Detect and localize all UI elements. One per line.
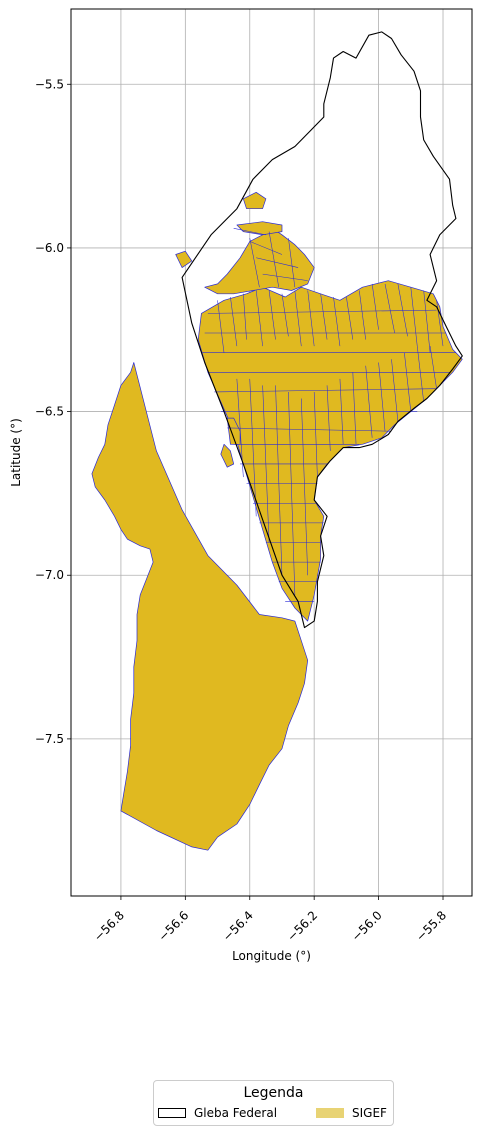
- sigef-parcel-boundary: [391, 359, 399, 422]
- sigef-parcel-boundary: [243, 293, 247, 340]
- sigef-parcel-boundary: [410, 287, 418, 347]
- sigef-parcel: [204, 227, 315, 295]
- sigef-parcel-boundary: [268, 231, 280, 288]
- sigef-parcel-boundary: [301, 398, 309, 576]
- plot-frame: [70, 8, 473, 897]
- sigef-parcel-boundary: [384, 283, 395, 334]
- sigef-parcel: [226, 417, 241, 445]
- x-tick-label: −56.6: [156, 908, 192, 944]
- sigef-parcel: [220, 443, 235, 468]
- sigef-parcel-boundary: [320, 293, 328, 340]
- sigef-parcel-boundary: [249, 241, 283, 255]
- sigef-parcel-boundary: [288, 391, 296, 595]
- sigef-parcel-boundary: [326, 385, 331, 451]
- sigef-parcel-boundary: [275, 385, 283, 576]
- y-tick-label: −6.5: [35, 405, 64, 419]
- legend-title: Legenda: [243, 1085, 304, 1101]
- sigef-parcel-boundary: [230, 296, 238, 347]
- sigef-parcel-boundary: [429, 346, 437, 389]
- sigef-parcel: [91, 362, 309, 851]
- sigef-parcel: [197, 280, 463, 622]
- sigef-parcel-boundary: [333, 296, 341, 347]
- sigef-parcel-boundary: [365, 365, 373, 438]
- sigef-parcel-boundary: [249, 238, 260, 288]
- y-tick-label: −7.0: [35, 568, 64, 582]
- map-layers: [91, 31, 463, 851]
- y-axis-label: Latitude (°): [9, 418, 23, 487]
- sigef-parcel-boundary: [249, 378, 257, 517]
- sigef-parcel-boundary: [404, 352, 412, 412]
- sigef-parcel-boundary: [268, 290, 276, 340]
- sigef-parcel: [242, 191, 267, 210]
- x-tick-label: −56.0: [349, 908, 385, 944]
- legend-label-sigef: SIGEF: [352, 1106, 387, 1120]
- sigef-parcel-boundary: [397, 283, 408, 337]
- sigef-parcel-boundary: [378, 362, 386, 432]
- legend: Legenda Gleba Federal SIGEF: [153, 1080, 394, 1126]
- x-tick-label: −56.8: [91, 908, 127, 944]
- fill-swatch-icon: [316, 1108, 344, 1118]
- outline-swatch-icon: [158, 1108, 186, 1118]
- x-tick-label: −56.2: [284, 908, 320, 944]
- legend-label-gleba: Gleba Federal: [194, 1106, 278, 1120]
- sigef-parcel: [175, 250, 193, 268]
- sigef-parcel-boundary: [262, 273, 308, 281]
- sigef-parcel-boundary: [352, 372, 357, 445]
- y-tick-label: −6.0: [35, 241, 64, 255]
- sigef-parcel-boundary: [346, 296, 354, 340]
- sigef-parcel-boundary: [416, 346, 424, 402]
- legend-item-sigef: SIGEF: [316, 1106, 387, 1120]
- sigef-parcel-boundary: [339, 378, 344, 445]
- sigef-parcel-boundary: [371, 283, 379, 330]
- sigef-parcel-boundary: [207, 309, 437, 314]
- sigef-parcel-boundary: [214, 388, 437, 393]
- sigef-parcel-boundary: [307, 290, 315, 347]
- y-tick-label: −5.5: [35, 77, 64, 91]
- sigef-parcel-boundary: [217, 300, 225, 353]
- sigef-parcel-boundary: [256, 257, 299, 268]
- sigef-parcel-boundary: [233, 228, 266, 236]
- x-tick-label: −56.4: [220, 908, 256, 944]
- sigef-parcel-boundary: [262, 385, 270, 543]
- sigef-parcel-boundary: [294, 290, 302, 347]
- legend-item-gleba: Gleba Federal: [158, 1106, 277, 1120]
- sigef-parcel-boundary: [227, 427, 392, 432]
- sigef-parcel-boundary: [358, 290, 366, 340]
- sigef-parcel-boundary: [423, 290, 431, 353]
- sigef-parcel-boundary: [288, 238, 296, 288]
- sigef-parcel-boundary: [281, 293, 289, 337]
- x-tick-label: −55.8: [413, 908, 449, 944]
- sigef-parcel-boundary: [313, 391, 318, 478]
- sigef-parcel: [236, 221, 283, 236]
- y-tick-label: −7.5: [35, 732, 64, 746]
- gleba-federal-outline: [181, 31, 463, 629]
- x-axis-label: Longitude (°): [232, 949, 311, 963]
- sigef-parcel-boundary: [255, 290, 263, 347]
